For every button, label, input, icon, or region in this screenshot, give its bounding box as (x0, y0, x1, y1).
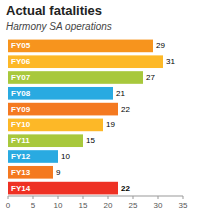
bar (8, 182, 118, 195)
data-label: 15 (86, 136, 95, 145)
bar (8, 55, 163, 68)
category-label: FY08 (11, 89, 31, 98)
category-label: FY14 (11, 184, 31, 193)
category-label: FY10 (11, 120, 31, 129)
bar (8, 87, 113, 100)
data-label: 21 (116, 89, 125, 98)
tick (8, 196, 9, 199)
subtitle: Harmony SA operations (6, 21, 112, 32)
tick-label: 5 (31, 201, 36, 210)
labels: FY05 29 FY06 31 FY07 27 FY08 21 FY09 22 FY10 19 FY11… (11, 41, 175, 192)
bar (8, 150, 58, 163)
tick (108, 196, 109, 199)
chart: Actual fatalities Harmony SA operations FY… (0, 0, 206, 215)
tick-label: 0 (6, 201, 11, 210)
tick (133, 196, 134, 199)
bar (8, 119, 103, 132)
bars (8, 40, 163, 195)
data-label: 22 (121, 105, 130, 114)
tick-label: 20 (104, 201, 113, 210)
bar (8, 166, 53, 179)
category-label: FY06 (11, 57, 31, 66)
tick (183, 196, 184, 199)
category-label: FY13 (11, 168, 31, 177)
bar (8, 103, 118, 116)
tick-label: 10 (54, 201, 63, 210)
x-axis: 0 5 10 15 20 25 30 35 (6, 196, 188, 210)
category-label: FY11 (11, 136, 30, 145)
tick (33, 196, 34, 199)
axis-line (8, 196, 183, 197)
tick (83, 196, 84, 199)
data-label: 27 (146, 73, 155, 82)
category-label: FY12 (11, 152, 31, 161)
tick-label: 25 (129, 201, 138, 210)
bar (8, 134, 83, 147)
tick-label: 15 (79, 201, 88, 210)
tick-label: 35 (179, 201, 188, 210)
data-label: 31 (166, 57, 175, 66)
title: Actual fatalities (6, 3, 102, 18)
category-label: FY07 (11, 73, 31, 82)
category-label: FY05 (11, 41, 31, 50)
category-label: FY09 (11, 105, 31, 114)
data-label: 22 (121, 184, 130, 193)
data-label: 29 (156, 41, 165, 50)
bar (8, 71, 143, 84)
data-label: 9 (56, 168, 61, 177)
tick (58, 196, 59, 199)
tick (158, 196, 159, 199)
tick-label: 30 (154, 201, 163, 210)
data-label: 19 (106, 120, 115, 129)
chart-container: Actual fatalities Harmony SA operations FY… (0, 0, 206, 215)
data-label: 10 (61, 152, 70, 161)
bar (8, 40, 153, 53)
